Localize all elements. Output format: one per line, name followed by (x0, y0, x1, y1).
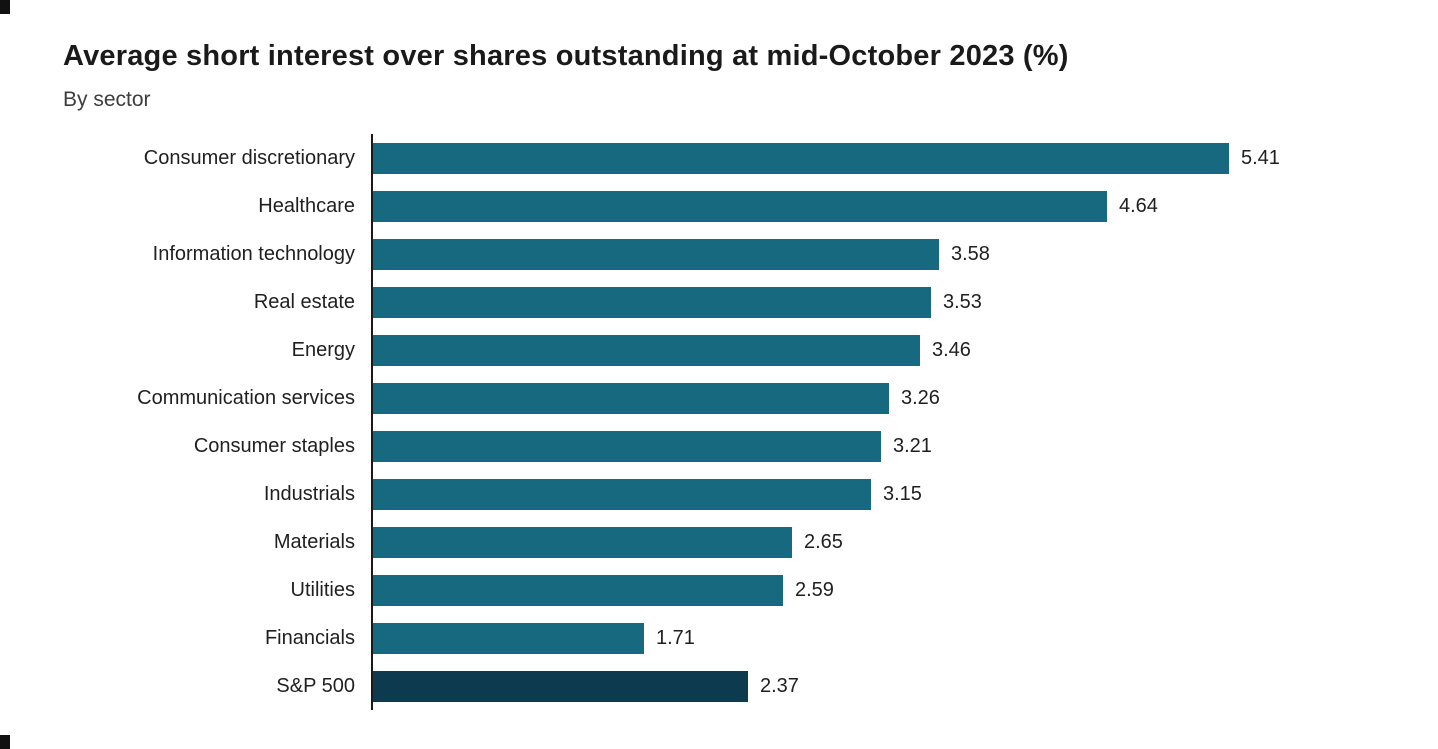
bar (373, 670, 748, 702)
bar-track: 4.64 (371, 182, 1393, 230)
bar-track: 5.41 (371, 134, 1393, 182)
category-label: Consumer staples (193, 434, 355, 457)
bar (373, 334, 920, 366)
bar-row: Communication services 3.26 (63, 374, 1393, 422)
category-label: Financials (264, 626, 355, 649)
chart-title: Average short interest over shares outst… (63, 40, 1069, 72)
bar (373, 430, 881, 462)
bar-track: 3.53 (371, 278, 1393, 326)
value-label: 3.58 (951, 242, 990, 265)
value-label: 2.37 (760, 674, 799, 697)
value-label: 3.53 (943, 290, 982, 313)
bar-row: Healthcare 4.64 (63, 182, 1393, 230)
corner-mark-top (0, 0, 10, 14)
value-label: 2.65 (804, 530, 843, 553)
bar-row: Industrials 3.15 (63, 470, 1393, 518)
value-label: 4.64 (1119, 194, 1158, 217)
value-label: 2.59 (795, 578, 834, 601)
bar-row: Consumer discretionary 5.41 (63, 134, 1393, 182)
value-label: 1.71 (656, 626, 695, 649)
category-label: Communication services (137, 386, 355, 409)
value-label: 3.46 (932, 338, 971, 361)
value-label: 3.21 (893, 434, 932, 457)
value-label: 3.15 (883, 482, 922, 505)
bar-track: 3.46 (371, 326, 1393, 374)
category-label: Consumer discretionary (143, 146, 355, 169)
category-label: Real estate (253, 290, 355, 313)
category-label: S&P 500 (276, 674, 355, 697)
bar-track: 2.65 (371, 518, 1393, 566)
category-label: Healthcare (258, 194, 355, 217)
bar-track: 3.21 (371, 422, 1393, 470)
bar-row: Real estate 3.53 (63, 278, 1393, 326)
chart-subtitle: By sector (63, 88, 151, 111)
bar-row: Consumer staples 3.21 (63, 422, 1393, 470)
bar-track: 1.71 (371, 614, 1393, 662)
bar-track: 3.26 (371, 374, 1393, 422)
bar (373, 190, 1107, 222)
category-label: Industrials (263, 482, 355, 505)
bar-row: Financials 1.71 (63, 614, 1393, 662)
bar-row: Energy 3.46 (63, 326, 1393, 374)
bar (373, 286, 931, 318)
category-label: Utilities (290, 578, 355, 601)
bar (373, 238, 939, 270)
value-label: 3.26 (901, 386, 940, 409)
category-label: Information technology (152, 242, 355, 265)
bar (373, 142, 1229, 174)
category-label: Energy (291, 338, 355, 361)
bar-row: Materials 2.65 (63, 518, 1393, 566)
bar (373, 574, 783, 606)
bar-track: 3.15 (371, 470, 1393, 518)
bar-track: 3.58 (371, 230, 1393, 278)
bar-track: 2.37 (371, 662, 1393, 710)
bar-row: Information technology 3.58 (63, 230, 1393, 278)
bar (373, 478, 871, 510)
bar-chart: Consumer discretionary 5.41 Healthcare 4.64… (63, 134, 1393, 710)
bar-row: S&P 500 2.37 (63, 662, 1393, 710)
category-label: Materials (273, 530, 355, 553)
corner-mark-bottom (0, 735, 10, 749)
bar (373, 526, 792, 558)
bar-row: Utilities 2.59 (63, 566, 1393, 614)
bar-track: 2.59 (371, 566, 1393, 614)
value-label: 5.41 (1241, 146, 1280, 169)
bar (373, 622, 644, 654)
bar (373, 382, 889, 414)
